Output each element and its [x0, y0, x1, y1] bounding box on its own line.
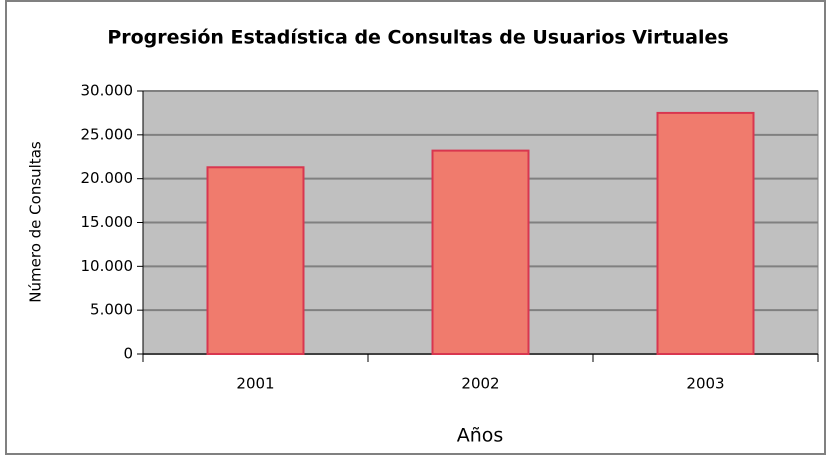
y-axis-title: Número de Consultas: [27, 141, 45, 303]
x-tick-label: 2002: [461, 375, 499, 393]
y-tick-label: 30.000: [81, 82, 134, 100]
x-axis-title: Años: [457, 425, 504, 447]
bar: [656, 111, 755, 355]
chart-title: Progresión Estadística de Consultas de U…: [107, 27, 728, 49]
y-tick-label: 5.000: [90, 301, 133, 319]
y-tick-label: 25.000: [81, 125, 134, 143]
bar: [206, 166, 305, 355]
x-tick-label: 2003: [686, 375, 724, 393]
y-tick-label: 15.000: [81, 213, 134, 231]
x-tick-label: 2001: [236, 375, 274, 393]
y-tick-label: 10.000: [81, 257, 134, 275]
y-tick-label: 20.000: [81, 169, 134, 187]
y-tick-label: 0: [123, 345, 133, 363]
bar: [431, 149, 530, 355]
